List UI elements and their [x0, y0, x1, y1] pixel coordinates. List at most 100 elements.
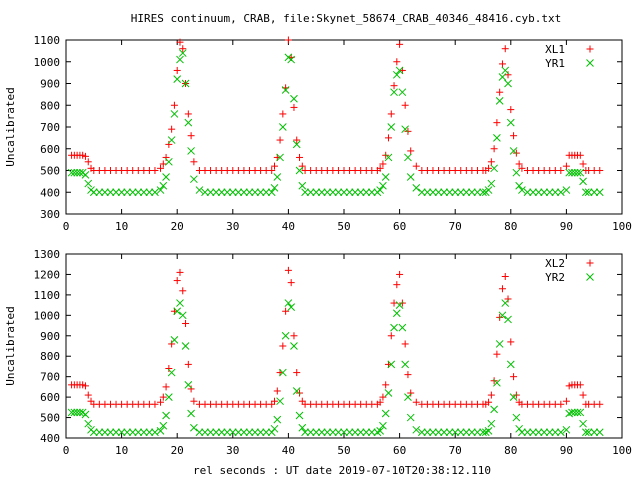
data-point-yr1	[298, 181, 307, 190]
y-tick-label: 800	[40, 350, 60, 363]
data-point-yr1	[262, 188, 271, 197]
data-point-yr1	[565, 168, 574, 177]
data-point-yr1	[518, 186, 526, 194]
data-point-xl2	[190, 397, 198, 405]
data-point-yr1	[151, 188, 159, 197]
data-point-yr1	[176, 55, 184, 64]
x-tick-label: 30	[226, 444, 239, 457]
data-point-yr1	[195, 186, 204, 194]
legend-label-yr2: YR2	[545, 271, 565, 284]
data-point-yr1	[187, 147, 195, 155]
data-point-xl2	[493, 350, 501, 358]
data-point-yr2	[67, 408, 76, 417]
data-point-yr1	[540, 188, 549, 197]
data-point-yr1	[484, 186, 493, 194]
y-tick-label: 900	[40, 330, 60, 343]
data-point-xl2	[159, 393, 167, 401]
data-point-xl1	[296, 153, 304, 161]
data-point-xl2	[404, 371, 412, 379]
data-point-yr2	[106, 428, 115, 437]
legend-symbol	[586, 259, 594, 267]
x-tick-label: 10	[115, 220, 128, 233]
data-point-yr2	[451, 428, 460, 437]
data-point-yr1	[281, 86, 290, 94]
data-point-yr2	[176, 299, 184, 307]
data-point-xl1	[412, 162, 420, 170]
data-point-yr1	[190, 175, 198, 184]
data-point-yr2	[584, 428, 593, 437]
x-tick-label: 30	[226, 220, 239, 233]
y-tick-label: 1200	[34, 268, 61, 281]
data-point-yr2	[73, 408, 81, 417]
data-point-xl1	[507, 106, 515, 114]
data-point-xl1	[487, 158, 495, 166]
data-point-xl2	[287, 279, 295, 287]
data-point-yr2	[123, 428, 132, 437]
data-point-yr2	[89, 428, 98, 437]
data-point-xl2	[398, 299, 406, 307]
data-point-xl2	[579, 391, 587, 399]
data-point-yr1	[173, 75, 182, 84]
data-point-yr1	[392, 70, 401, 79]
data-point-yr2	[504, 315, 512, 324]
data-point-xl2	[407, 389, 415, 397]
x-tick-label: 90	[560, 444, 573, 457]
data-point-yr1	[545, 188, 554, 197]
y-tick-label: 900	[40, 78, 60, 91]
data-point-xl2	[379, 393, 387, 401]
data-point-xl2	[168, 340, 176, 348]
data-point-yr1	[512, 168, 521, 177]
data-point-yr2	[512, 413, 521, 422]
data-point-xl1	[179, 45, 187, 53]
data-point-xl1	[493, 119, 501, 127]
data-point-yr1	[395, 66, 404, 75]
data-point-yr2	[270, 424, 279, 433]
data-point-yr2	[551, 428, 560, 437]
data-point-yr1	[487, 179, 496, 188]
bottom-axis-ticks	[65, 253, 623, 439]
data-point-yr2	[367, 428, 376, 437]
data-point-xl2	[273, 387, 281, 395]
top-data-points	[67, 36, 604, 197]
data-point-yr1	[312, 188, 321, 197]
data-point-xl1	[170, 101, 178, 109]
data-point-yr2	[412, 425, 421, 434]
data-point-yr2	[429, 428, 437, 437]
data-point-yr1	[479, 188, 487, 197]
data-point-yr1	[76, 168, 84, 177]
data-point-yr2	[493, 378, 501, 387]
data-point-yr1	[509, 147, 518, 155]
x-tick-label: 20	[171, 444, 184, 457]
data-point-yr1	[276, 153, 284, 162]
data-point-xl1	[596, 167, 604, 174]
data-point-yr2	[440, 428, 448, 437]
data-point-yr1	[523, 188, 532, 197]
data-point-xl2	[81, 382, 89, 390]
data-point-yr2	[501, 299, 510, 307]
data-point-yr2	[101, 428, 109, 437]
data-point-xl2	[293, 369, 301, 377]
data-point-yr2	[240, 428, 248, 437]
data-point-yr2	[579, 419, 587, 428]
data-point-yr2	[556, 428, 565, 437]
data-point-yr1	[292, 140, 301, 149]
data-point-yr2	[487, 419, 496, 428]
data-point-yr2	[70, 408, 79, 417]
data-point-xl1	[84, 158, 92, 166]
x-tick-label: 40	[282, 220, 295, 233]
data-point-yr2	[545, 428, 554, 437]
data-point-xl1	[298, 162, 306, 170]
y-tick-label: 300	[40, 208, 60, 221]
data-point-yr1	[106, 188, 115, 197]
data-point-yr2	[187, 409, 195, 418]
data-point-yr2	[295, 411, 304, 420]
data-point-xl2	[382, 381, 390, 389]
data-point-yr1	[201, 188, 209, 197]
data-point-yr2	[301, 428, 309, 437]
data-point-xl1	[384, 134, 392, 142]
x-tick-label: 90	[560, 220, 573, 233]
data-point-xl2	[576, 381, 584, 389]
data-point-yr1	[381, 173, 390, 181]
data-point-xl1	[562, 162, 570, 170]
